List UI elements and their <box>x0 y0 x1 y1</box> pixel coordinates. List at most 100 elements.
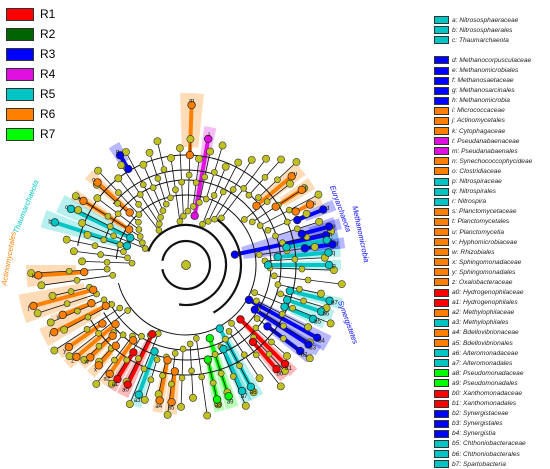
tree-node <box>116 241 124 249</box>
tree-arc <box>103 169 282 361</box>
legend-label: R1 <box>40 7 56 21</box>
root-node <box>181 260 191 270</box>
taxa-legend-item: m: Pseudanabaenales <box>434 146 550 156</box>
tree-node-highlighted <box>124 164 133 174</box>
tree-node <box>37 281 46 290</box>
taxa-legend-item: a7: Alteromonadales <box>434 358 550 368</box>
tree-node-highlighted <box>105 369 114 379</box>
tree-node <box>276 382 285 391</box>
sector-label: a9 <box>227 400 234 406</box>
tree-node-highlighted <box>293 215 302 225</box>
taxa-label: m: Pseudanabaenales <box>452 147 518 155</box>
legend-swatch <box>6 107 34 121</box>
tree-node-highlighted <box>34 271 43 280</box>
sector-label: x <box>94 368 97 374</box>
taxa-swatch <box>434 207 449 216</box>
tree-node <box>255 251 263 259</box>
tree-node <box>184 207 192 215</box>
tree-node <box>73 277 81 284</box>
taxa-label: s: Planctomycetaceae <box>452 208 517 216</box>
tree-node-highlighted <box>297 185 306 194</box>
tree-node-highlighted <box>244 295 254 305</box>
taxa-label: h: Methanomicrobia <box>452 97 510 105</box>
group-legend: R1 R2 R3 R4 R5 R6 R7 <box>6 4 55 144</box>
tree-node <box>209 379 217 387</box>
tree-node-highlighted <box>122 241 132 250</box>
tree-node-highlighted <box>224 392 233 401</box>
taxa-legend-item: t: Planctomycetales <box>434 217 550 227</box>
tree-node <box>78 257 86 266</box>
tree-node <box>251 289 258 297</box>
legend-label: R7 <box>40 127 56 141</box>
tree-node <box>240 185 248 192</box>
taxa-legend-item: a: Nitrososphaeraceae <box>434 15 550 25</box>
sector-label: a3 <box>134 398 141 404</box>
taxa-legend-item: b4: Synergistia <box>434 429 550 439</box>
tree-node <box>171 350 179 357</box>
taxa-label: b1: Xanthomonadales <box>452 400 517 408</box>
tree-node <box>261 174 269 181</box>
tree-nodes <box>27 100 346 420</box>
tree-node <box>167 154 175 162</box>
tree-node <box>241 216 248 223</box>
highlight-branch <box>250 339 280 373</box>
taxa-swatch <box>434 369 449 378</box>
tree-node <box>123 356 130 364</box>
tree-node-highlighted <box>322 236 331 245</box>
taxa-label: b: Nitrososphaerales <box>452 26 513 34</box>
tree-node <box>255 194 262 201</box>
taxa-legend-item: r: Nitrospira <box>434 197 550 207</box>
tree-node-highlighted <box>58 310 67 319</box>
taxa-legend-item: c: Thaumarchaeota <box>434 35 550 45</box>
taxa-legend-item: z: Oxalobacteraceae <box>434 277 550 287</box>
tree-node <box>168 380 175 388</box>
highlight-branch <box>254 173 296 208</box>
legend-swatch <box>6 67 34 81</box>
tree-node <box>139 160 148 169</box>
tree-node <box>330 266 338 275</box>
tree-node-highlighted <box>282 243 291 252</box>
tree-node-highlighted <box>291 207 300 216</box>
tree-node <box>262 154 270 163</box>
sector-label: b3 <box>309 346 316 352</box>
tree-node <box>46 318 55 327</box>
tree-node <box>317 289 325 298</box>
tree-node <box>314 190 323 199</box>
tree-node <box>153 356 161 363</box>
highlight-branch <box>221 347 245 395</box>
taxa-label: b0: Xanthomonadaceae <box>452 390 523 398</box>
taxa-swatch <box>434 16 449 25</box>
tree-node <box>128 259 136 267</box>
tree-node <box>97 251 104 258</box>
tree-node-highlighted <box>72 352 81 362</box>
tree-arc <box>147 223 228 307</box>
taxa-swatch <box>434 56 449 65</box>
taxa-swatch <box>434 116 449 125</box>
taxa-label: a4: Bdellovibrionaceae <box>452 329 519 337</box>
tree-node <box>115 189 122 196</box>
tree-node <box>95 330 102 337</box>
tree-node-highlighted <box>250 305 259 314</box>
tree-node-highlighted <box>190 211 199 220</box>
sector-label: n <box>77 197 80 203</box>
highlight-branch <box>238 317 289 368</box>
tree-node <box>296 285 303 293</box>
taxa-swatch <box>434 268 449 277</box>
tree-node-highlighted <box>111 341 120 350</box>
tree-node <box>217 370 225 377</box>
tree-node-highlighted <box>123 380 132 389</box>
tree-node <box>206 147 215 156</box>
tree-node-highlighted <box>237 386 247 396</box>
taxa-label: a6: Alteromonadaceae <box>452 349 519 357</box>
tree-node <box>162 200 170 208</box>
tree-node <box>268 338 275 346</box>
tree-node-highlighted <box>317 307 326 316</box>
tree-node-highlighted <box>252 201 261 211</box>
taxa-label: a9: Pseudomonadales <box>452 379 518 387</box>
tree-node <box>211 168 218 176</box>
tree-node <box>109 271 117 279</box>
legend-swatch <box>6 47 34 61</box>
tree-node-highlighted <box>296 346 305 356</box>
highlight-branch <box>275 250 333 259</box>
sector-label: b7 <box>331 301 338 307</box>
